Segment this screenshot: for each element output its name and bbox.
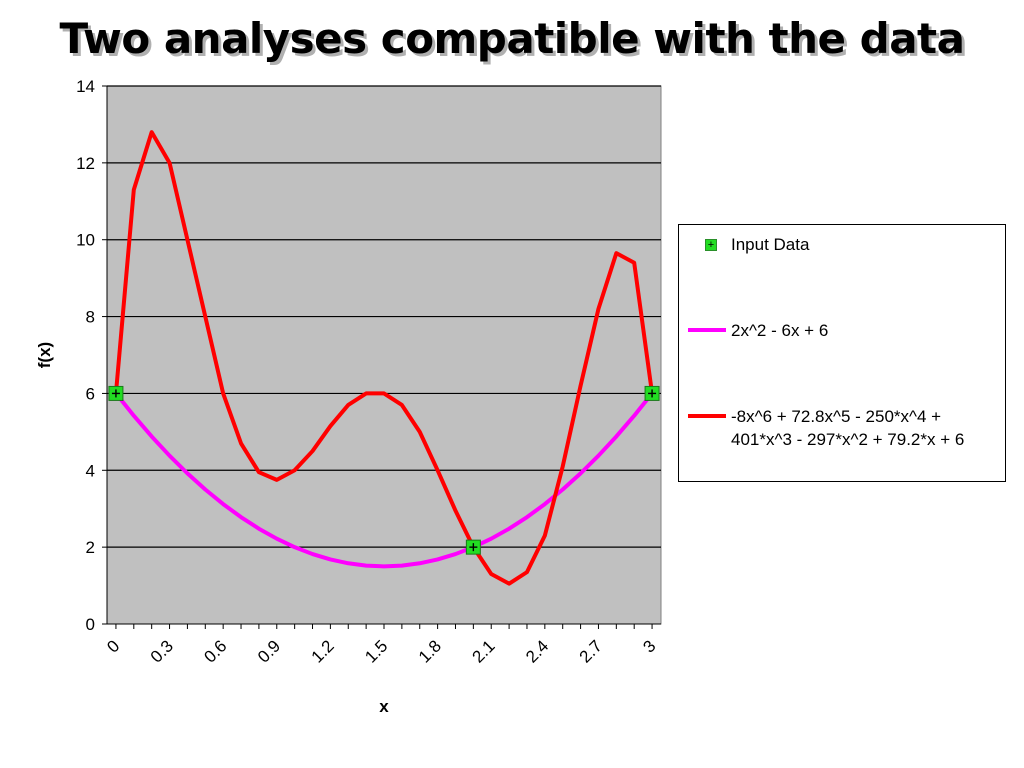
x-tick-label: 2.1 bbox=[468, 636, 498, 666]
polynomial-series-line bbox=[113, 130, 655, 586]
y-tick-label: 14 bbox=[76, 77, 95, 96]
legend: + Input Data 2x^2 - 6x + 6 -8x^6 + 72.8x… bbox=[678, 224, 1006, 482]
x-tick-label: 1.5 bbox=[361, 636, 391, 666]
input-data-marker bbox=[108, 385, 124, 401]
input-data-marker bbox=[465, 539, 481, 555]
x-tick-label: 3 bbox=[639, 636, 659, 656]
plot-area bbox=[106, 85, 662, 625]
magenta-line-swatch bbox=[688, 328, 726, 332]
x-tick-label: 1.8 bbox=[415, 636, 445, 666]
red-line-swatch bbox=[688, 414, 726, 418]
y-axis-label: f(x) bbox=[35, 342, 54, 368]
x-tick-label: 2.4 bbox=[522, 636, 552, 666]
y-tick-label: 0 bbox=[86, 615, 95, 634]
chart-title: Two analyses compatible with the data bbox=[59, 14, 965, 63]
quadratic-series-line bbox=[113, 391, 655, 569]
y-tick-label: 10 bbox=[76, 231, 95, 250]
y-tick-label: 12 bbox=[76, 154, 95, 173]
legend-label: 2x^2 - 6x + 6 bbox=[731, 321, 829, 340]
y-tick-label: 4 bbox=[86, 461, 95, 480]
y-tick-label: 8 bbox=[86, 308, 95, 327]
x-axis-label: x bbox=[379, 697, 389, 716]
x-tick-label: 0.9 bbox=[254, 636, 284, 666]
legend-item-quadratic: 2x^2 - 6x + 6 bbox=[685, 319, 999, 343]
legend-item-input-data: + Input Data bbox=[685, 233, 999, 257]
legend-label: Input Data bbox=[731, 235, 810, 254]
green-square-marker-icon: + bbox=[705, 239, 717, 251]
y-tick-label: 6 bbox=[86, 384, 95, 403]
input-data-marker bbox=[644, 385, 660, 401]
x-tick-label: 0 bbox=[103, 636, 123, 656]
y-tick-label: 2 bbox=[86, 538, 95, 557]
x-tick-label: 1.2 bbox=[308, 636, 338, 666]
legend-item-polynomial: -8x^6 + 72.8x^5 - 250*x^4 + 401*x^3 - 29… bbox=[685, 405, 999, 477]
x-tick-label: 0.3 bbox=[147, 636, 177, 666]
x-tick-label: 2.7 bbox=[576, 636, 606, 666]
x-tick-label: 0.6 bbox=[200, 636, 230, 666]
legend-label: -8x^6 + 72.8x^5 - 250*x^4 + 401*x^3 - 29… bbox=[731, 407, 965, 449]
